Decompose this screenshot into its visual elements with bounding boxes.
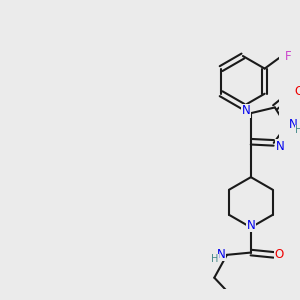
Text: N: N	[242, 104, 250, 117]
Text: N: N	[289, 118, 298, 131]
Text: O: O	[294, 85, 300, 98]
Text: O: O	[275, 248, 284, 261]
Text: F: F	[285, 50, 291, 62]
Text: N: N	[247, 219, 255, 232]
Text: H: H	[295, 125, 300, 135]
Text: H: H	[211, 254, 218, 264]
Text: N: N	[275, 140, 284, 153]
Text: N: N	[216, 248, 225, 261]
